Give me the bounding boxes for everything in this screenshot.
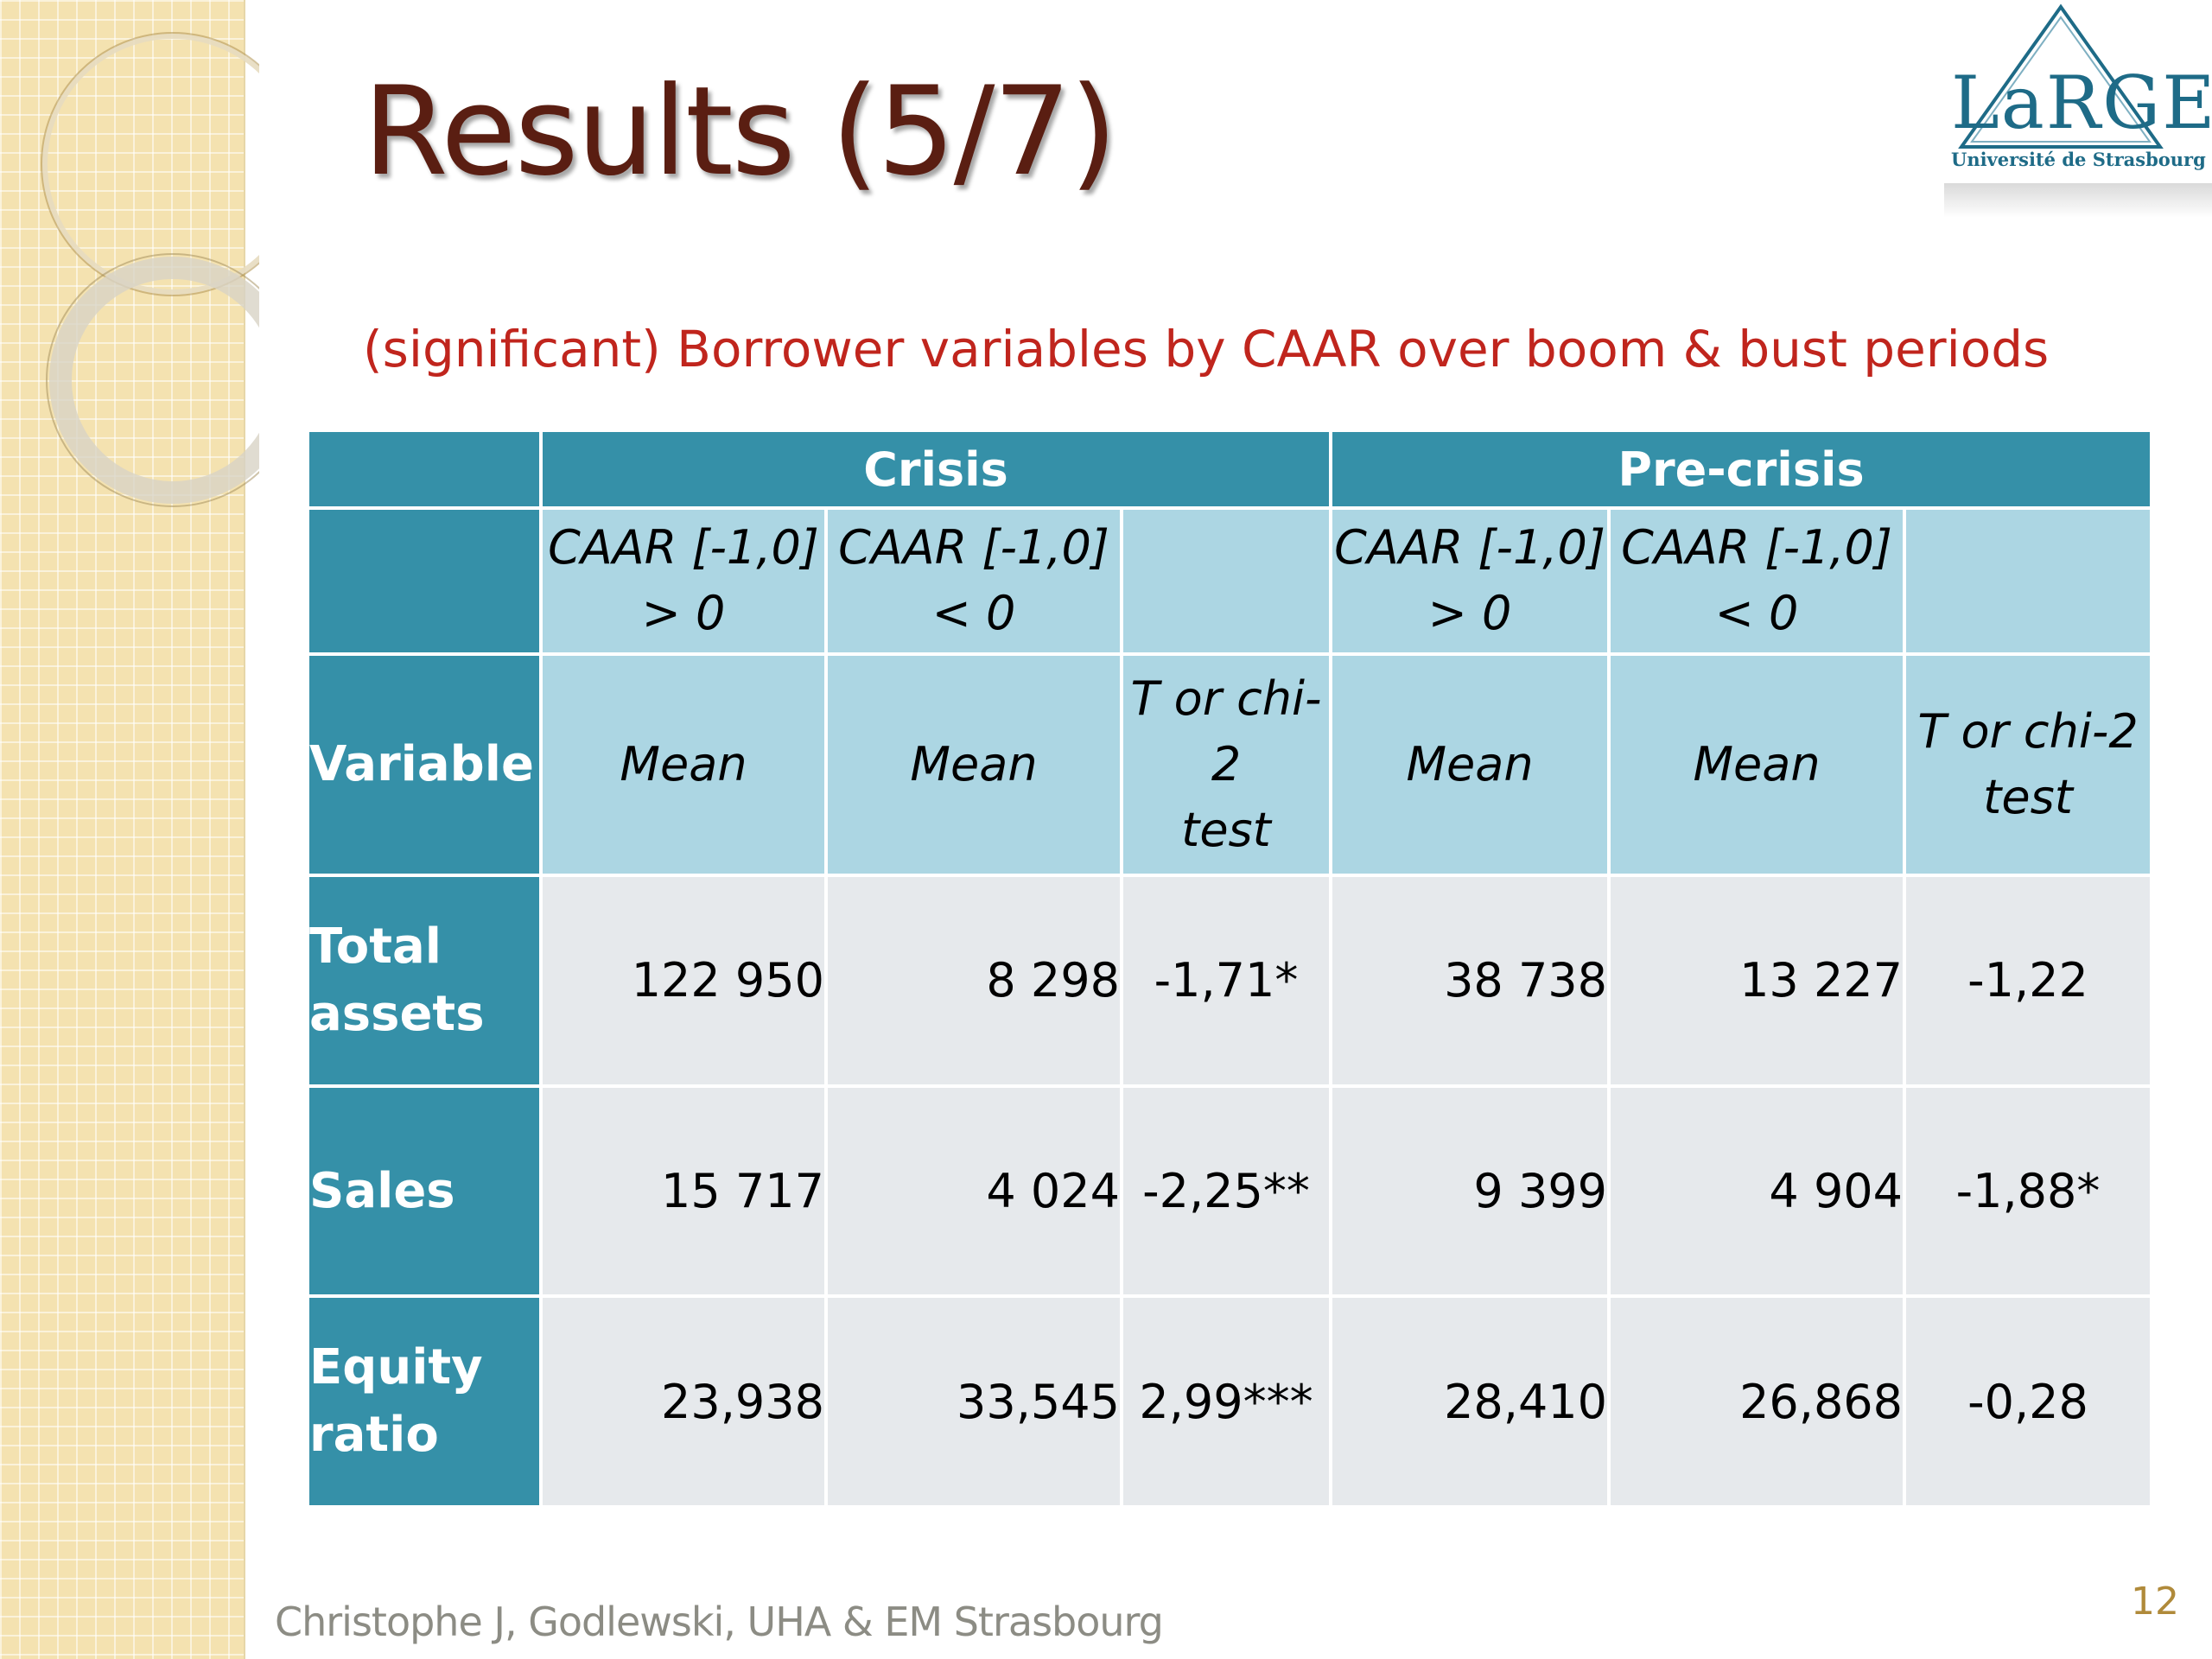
- slide-subtitle: (significant) Borrower variables by CAAR…: [363, 320, 2050, 378]
- stat-header-cell: Mean: [824, 652, 1123, 878]
- value-cell: 38 738: [1329, 874, 1611, 1088]
- stat-header-line: T or chi-2: [1130, 671, 1322, 791]
- table-corner-cell: [306, 506, 543, 656]
- logo-triangle-icon: [1958, 3, 2164, 149]
- stat-header-line: T or chi-2: [1917, 703, 2139, 759]
- subheader-line: CAAR [-1,0]: [838, 520, 1109, 575]
- value-cell: 23,938: [539, 1294, 828, 1509]
- subheader-line: CAAR [-1,0]: [548, 520, 819, 575]
- group-header-crisis: Crisis: [538, 428, 1333, 511]
- subheader-cell: CAAR [-1,0] > 0: [539, 506, 828, 656]
- subheader-cell: CAAR [-1,0] > 0: [1329, 506, 1611, 656]
- test-cell: -1,22: [1903, 874, 2154, 1088]
- table-corner-cell: [306, 428, 543, 511]
- stat-header-line: test: [1983, 769, 2073, 824]
- test-cell: -2,25**: [1119, 1084, 1333, 1299]
- page-number: 12: [2131, 1580, 2179, 1624]
- logo-reflection: [1944, 183, 2212, 218]
- value-cell: 4 024: [824, 1084, 1123, 1299]
- stat-header-line: Mean: [620, 736, 747, 791]
- footer-author: Christophe J, Godlewski, UHA & EM Strasb…: [275, 1599, 1164, 1645]
- results-table: Crisis Pre-crisis CAAR [-1,0] > 0 CAAR [-…: [306, 428, 2154, 1509]
- test-cell: -1,88*: [1903, 1084, 2154, 1299]
- row-label-line: ratio: [309, 1407, 439, 1464]
- subheader-line: < 0: [931, 586, 1016, 641]
- stat-header-line: Mean: [1693, 736, 1821, 791]
- value-cell: 9 399: [1329, 1084, 1611, 1299]
- stat-header-cell: Mean: [1329, 652, 1611, 878]
- large-logo: LaRGE Université de Strasbourg: [1944, 0, 2212, 225]
- decorative-rings: [41, 32, 259, 507]
- value-cell: 4 904: [1607, 1084, 1907, 1299]
- row-label-line: Sales: [309, 1162, 455, 1219]
- subheader-line: > 0: [1427, 586, 1512, 641]
- logo-text: LaRGE: [1951, 60, 2212, 145]
- test-cell: -0,28: [1903, 1294, 2154, 1509]
- stat-header-line: test: [1181, 802, 1271, 857]
- stat-header-cell: Mean: [539, 652, 828, 878]
- value-cell: 8 298: [824, 874, 1123, 1088]
- value-cell: 15 717: [539, 1084, 828, 1299]
- row-label-line: assets: [309, 985, 485, 1042]
- table-row: Sales 15 717 4 024 -2,25** 9 399 4 904 -…: [306, 1084, 2154, 1299]
- value-cell: 28,410: [1329, 1294, 1611, 1509]
- test-cell: -1,71*: [1119, 874, 1333, 1088]
- subheader-cell: [1903, 506, 2154, 656]
- row-label-line: Total: [309, 918, 442, 975]
- subheader-row: CAAR [-1,0] > 0 CAAR [-1,0] < 0 CAAR [-1,0…: [306, 506, 2154, 656]
- stat-header-line: Mean: [1406, 736, 1534, 791]
- subheader-line: CAAR [-1,0]: [1621, 520, 1892, 575]
- stat-header-line: Mean: [910, 736, 1038, 791]
- stat-header-row: Variable Mean Mean T or chi-2 test Mean M…: [306, 652, 2154, 878]
- value-cell: 122 950: [539, 874, 828, 1088]
- stat-header-cell: T or chi-2 test: [1119, 652, 1333, 878]
- subheader-line: < 0: [1714, 586, 1799, 641]
- subheader-cell: CAAR [-1,0] < 0: [824, 506, 1123, 656]
- row-label-line: Equity: [309, 1339, 483, 1396]
- subheader-line: > 0: [641, 586, 726, 641]
- test-cell: 2,99***: [1119, 1294, 1333, 1509]
- variable-column-header: Variable: [306, 652, 543, 878]
- value-cell: 26,868: [1607, 1294, 1907, 1509]
- row-label: Total assets: [306, 874, 543, 1088]
- stat-header-cell: T or chi-2 test: [1903, 652, 2154, 878]
- group-header-pre-crisis: Pre-crisis: [1329, 428, 2154, 511]
- row-label: Equity ratio: [306, 1294, 543, 1509]
- slide-title: Results (5/7): [363, 60, 1117, 203]
- stat-header-cell: Mean: [1607, 652, 1907, 878]
- group-header-row: Crisis Pre-crisis: [306, 428, 2154, 511]
- table-row: Total assets 122 950 8 298 -1,71* 38 738 …: [306, 874, 2154, 1088]
- value-cell: 13 227: [1607, 874, 1907, 1088]
- row-label: Sales: [306, 1084, 543, 1299]
- value-cell: 33,545: [824, 1294, 1123, 1509]
- table-row: Equity ratio 23,938 33,545 2,99*** 28,410…: [306, 1294, 2154, 1509]
- subheader-cell: [1119, 506, 1333, 656]
- subheader-cell: CAAR [-1,0] < 0: [1607, 506, 1907, 656]
- logo-subtext: Université de Strasbourg: [1951, 149, 2206, 170]
- subheader-line: CAAR [-1,0]: [1334, 520, 1605, 575]
